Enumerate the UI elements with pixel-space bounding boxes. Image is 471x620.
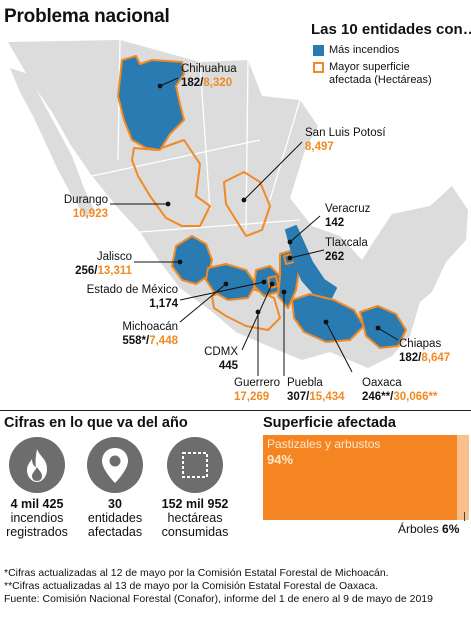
footnote-source: Fuente: Comisión Nacional Forestal (Cona… [4,593,433,605]
label-estado-de-mexico: Estado de México 1,174 [86,284,178,310]
label-oaxaca: Oaxaca 246**/30,066** [362,377,438,403]
leader-dots [157,83,381,331]
label-chiapas: Chiapas 182/8,647 [399,338,451,364]
footnotes: *Cifras actualizadas al 12 de mayo por l… [4,567,433,606]
trees-bar [457,435,469,520]
grassland-label: Pastizales y arbustos [267,437,381,451]
leader-lines [110,77,399,376]
label-san-luis-potosi: San Luis Potosí 8,497 [305,127,386,153]
stats-title: Cifras en lo que va del año [4,415,188,431]
stat-fires: 4 mil 425 incendios registrados [6,497,68,539]
grassland-bar [263,435,457,520]
legend-title: Las 10 entidades con… [311,21,471,38]
mexico-base-shape [8,40,468,368]
footnote-oaxaca: **Cifras actualizadas al 13 de mayo por … [4,580,379,592]
oaxaca-shape [291,293,365,343]
orange-outline-swatch [313,62,324,73]
stat-hectares: 152 mil 952 hectáreas consumidas [161,497,229,539]
label-chihuahua: Chihuahua 182/8,320 [181,63,237,89]
legend: Más incendios Mayor superficie afectada … [313,44,432,91]
baja-california-shape [10,68,94,218]
surface-title: Superficie afectada [263,415,396,431]
durango-outline [131,139,211,227]
label-michoacan: Michoacán 558*/7,448 [122,321,178,347]
label-tlaxcala: Tlaxcala 262 [325,237,368,263]
legend-item-area: Mayor superficie afectada (Hectáreas) [313,61,432,87]
footnote-michoacan: *Cifras actualizadas al 12 de mayo por l… [4,567,389,579]
fire-icon [9,437,65,493]
michoacan-shape [205,263,257,301]
mexico-map [8,39,468,376]
fires-states [117,55,407,349]
trees-tick [464,512,465,521]
label-cdmx: CDMX 445 [204,346,238,372]
label-veracruz: Veracruz 142 [325,203,371,229]
stat-entities: 30 entidades afectadas [87,497,143,539]
trees-caption: Árboles 6% [398,522,460,536]
section-divider [0,410,471,411]
label-guerrero: Guerrero 17,269 [234,377,281,403]
label-jalisco: Jalisco 256/13,311 [75,251,132,277]
page-title: Problema nacional [4,6,170,27]
veracruz-shape [285,225,337,301]
area-square-icon [167,437,223,493]
san-luis-potosi-outline [223,171,271,237]
label-durango: Durango 10,923 [63,194,108,220]
legend-item-fires: Más incendios [313,44,432,57]
label-puebla: Puebla 307/15,434 [287,377,345,403]
blue-fill-swatch [313,45,324,56]
grassland-pct: 94% [267,452,294,467]
location-pin-icon [87,437,143,493]
chihuahua-shape [117,55,185,151]
